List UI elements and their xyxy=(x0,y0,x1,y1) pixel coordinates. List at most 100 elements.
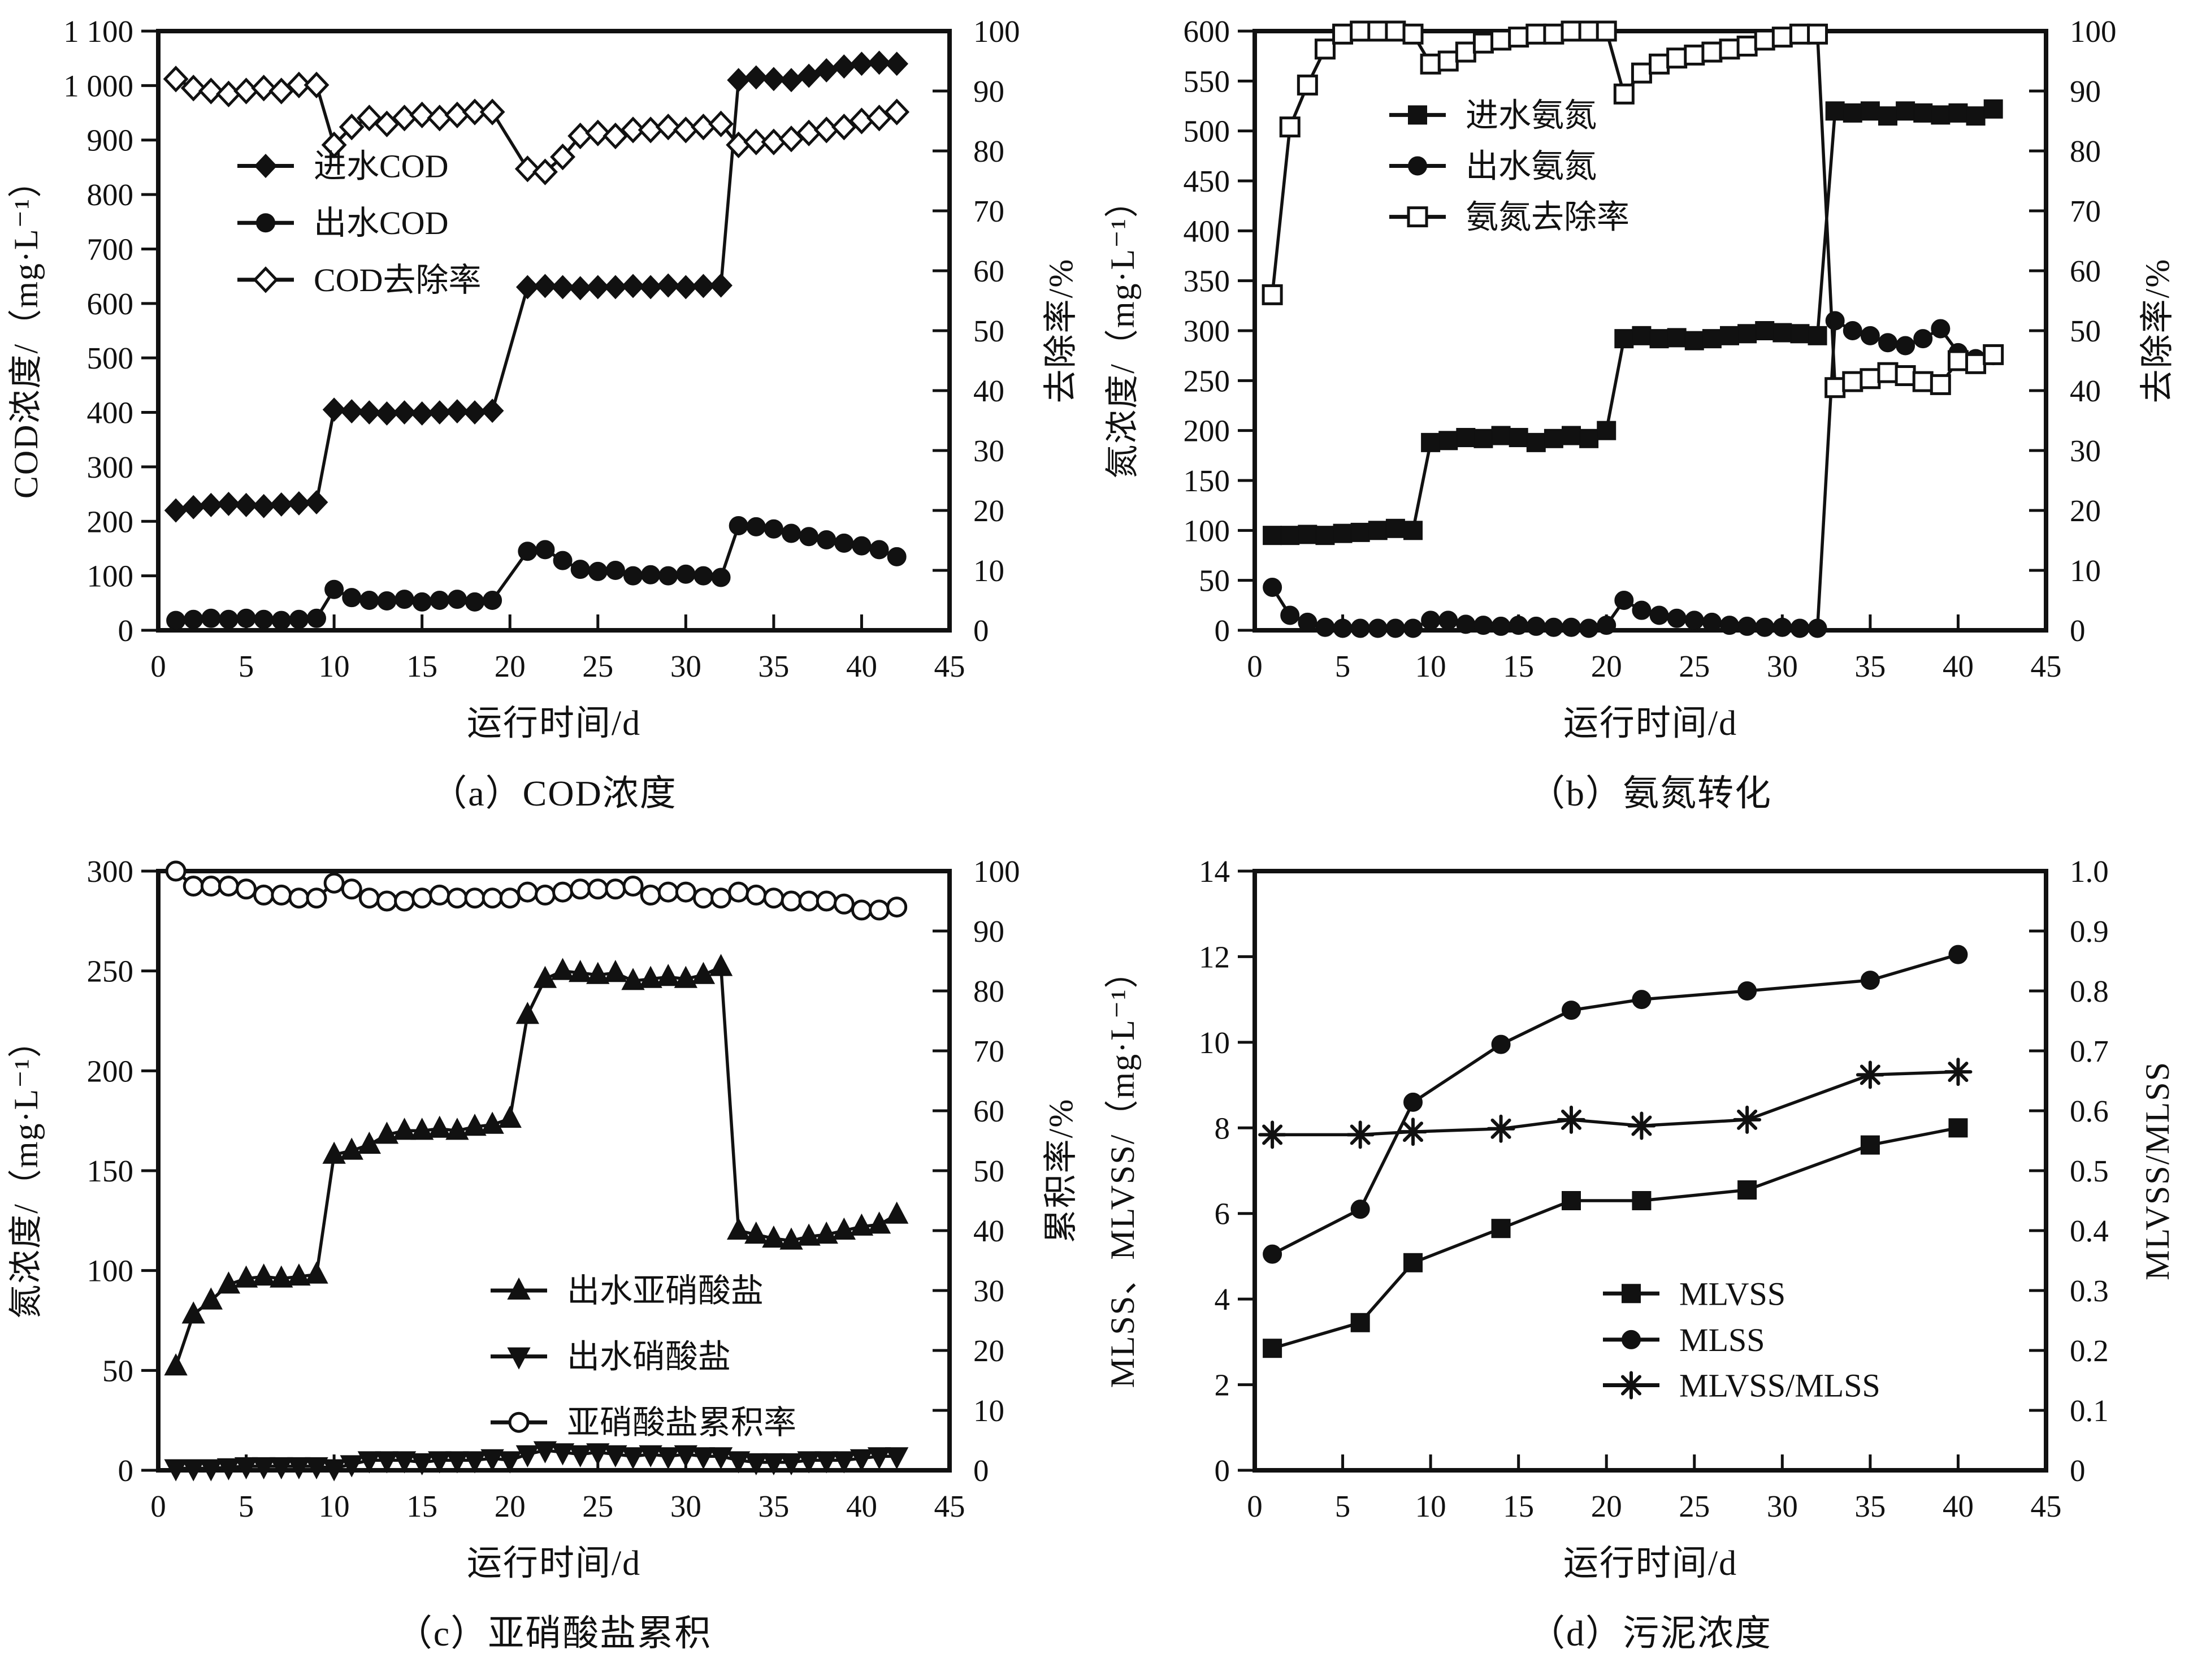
svg-text:100: 100 xyxy=(87,1254,134,1288)
svg-text:900: 900 xyxy=(87,123,134,158)
panel-nitrite: 0 5 10 15 20 25 30 35 40 45 0 50 100 150 200 250 300 0 10 2… xyxy=(0,840,1096,1679)
svg-text:150: 150 xyxy=(87,1154,134,1188)
svg-text:0.7: 0.7 xyxy=(2070,1034,2109,1068)
svg-text:10: 10 xyxy=(319,649,350,683)
svg-text:80: 80 xyxy=(2070,134,2101,168)
svg-text:0.1: 0.1 xyxy=(2070,1393,2109,1428)
svg-text:5: 5 xyxy=(1335,649,1351,683)
svg-text:80: 80 xyxy=(973,134,1004,168)
svg-text:25: 25 xyxy=(582,1489,613,1523)
svg-text:20: 20 xyxy=(973,1333,1004,1368)
panel-sludge: 0 5 10 15 20 25 30 35 40 45 0 2 4 6 8 10 12 14 0 0.1 0.2 0.3 0… xyxy=(1096,840,2193,1679)
svg-text:200: 200 xyxy=(1184,414,1230,448)
svg-text:1.0: 1.0 xyxy=(2070,854,2109,889)
sludge-chart-canvas: 0 5 10 15 20 25 30 35 40 450246810121400.10.20.30… xyxy=(1199,854,2109,1523)
svg-text:50: 50 xyxy=(1199,564,1230,598)
nitrite-left-axis-label: 氮浓度/（mg·L⁻¹） xyxy=(7,1023,45,1319)
nitrite-chart-canvas: 0 5 10 15 20 25 30 35 40 450501001502002503000102… xyxy=(87,854,1020,1523)
svg-text:60: 60 xyxy=(2070,254,2101,288)
svg-text:20: 20 xyxy=(1591,1489,1622,1523)
svg-text:100: 100 xyxy=(1184,513,1230,548)
svg-text:出水COD: 出水COD xyxy=(314,205,448,241)
svg-text:15: 15 xyxy=(406,649,437,683)
nitrite-caption: （c）亚硝酸盐累积 xyxy=(396,1613,712,1653)
svg-text:出水氨氮: 出水氨氮 xyxy=(1466,148,1597,185)
svg-text:MLVSS: MLVSS xyxy=(1679,1275,1785,1312)
nitrite-right-axis-label: 累积率/% xyxy=(1042,1098,1080,1244)
cod-left-axis-label: COD浓度/（mg·L⁻¹） xyxy=(7,162,45,499)
svg-text:500: 500 xyxy=(1184,114,1230,149)
svg-text:300: 300 xyxy=(87,854,134,889)
svg-text:5: 5 xyxy=(239,649,254,683)
svg-text:70: 70 xyxy=(2070,194,2101,228)
svg-text:40: 40 xyxy=(973,374,1004,408)
svg-text:600: 600 xyxy=(1184,14,1230,49)
cod-right-axis-label: 去除率/% xyxy=(1042,258,1080,404)
svg-text:4: 4 xyxy=(1215,1282,1230,1317)
svg-text:50: 50 xyxy=(973,1154,1004,1188)
svg-text:进水氨氮: 进水氨氮 xyxy=(1466,97,1597,133)
svg-text:20: 20 xyxy=(495,649,526,683)
svg-text:0.8: 0.8 xyxy=(2070,974,2109,1008)
svg-text:100: 100 xyxy=(973,14,1020,49)
svg-text:0: 0 xyxy=(150,1489,166,1523)
svg-text:30: 30 xyxy=(2070,434,2101,468)
svg-text:出水硝酸盐: 出水硝酸盐 xyxy=(567,1339,731,1375)
sludge-left-axis-label: MLSS、MLVSS/（mg·L⁻¹） xyxy=(1104,953,1141,1388)
svg-text:300: 300 xyxy=(87,450,134,484)
svg-text:0: 0 xyxy=(1247,1489,1263,1523)
svg-text:30: 30 xyxy=(670,1489,701,1523)
svg-text:0.4: 0.4 xyxy=(2070,1214,2109,1248)
svg-text:0: 0 xyxy=(118,1453,134,1488)
ammonia-left-axis-label: 氮浓度/（mg·L⁻¹） xyxy=(1104,183,1141,479)
svg-text:250: 250 xyxy=(87,954,134,989)
svg-text:45: 45 xyxy=(934,1489,965,1523)
svg-text:20: 20 xyxy=(2070,493,2101,528)
svg-text:100: 100 xyxy=(973,854,1020,889)
svg-text:250: 250 xyxy=(1184,363,1230,398)
svg-text:40: 40 xyxy=(846,649,877,683)
svg-text:50: 50 xyxy=(2070,314,2101,348)
svg-text:0: 0 xyxy=(2070,1453,2086,1488)
svg-text:20: 20 xyxy=(973,493,1004,528)
svg-text:25: 25 xyxy=(582,649,613,683)
svg-text:8: 8 xyxy=(1215,1111,1230,1145)
svg-text:10: 10 xyxy=(973,553,1004,588)
svg-text:20: 20 xyxy=(1591,649,1622,683)
svg-text:0: 0 xyxy=(118,613,134,648)
svg-text:0.3: 0.3 xyxy=(2070,1274,2109,1308)
svg-text:MLSS: MLSS xyxy=(1679,1322,1765,1358)
svg-text:35: 35 xyxy=(1854,1489,1886,1523)
svg-text:35: 35 xyxy=(758,649,789,683)
svg-text:10: 10 xyxy=(1199,1025,1230,1060)
svg-text:40: 40 xyxy=(1943,649,1974,683)
svg-text:80: 80 xyxy=(973,974,1004,1008)
svg-text:10: 10 xyxy=(973,1393,1004,1428)
svg-text:45: 45 xyxy=(2031,649,2062,683)
svg-text:进水COD: 进水COD xyxy=(314,148,448,185)
svg-text:0: 0 xyxy=(973,613,989,648)
sludge-x-axis-label: 运行时间/d xyxy=(1563,1544,1738,1583)
svg-text:0: 0 xyxy=(1247,649,1263,683)
svg-text:30: 30 xyxy=(1767,649,1798,683)
svg-text:800: 800 xyxy=(87,177,134,212)
svg-text:10: 10 xyxy=(2070,553,2101,588)
svg-text:25: 25 xyxy=(1679,1489,1710,1523)
svg-text:40: 40 xyxy=(973,1214,1004,1248)
svg-text:100: 100 xyxy=(2070,14,2117,49)
svg-text:亚硝酸盐累积率: 亚硝酸盐累积率 xyxy=(567,1404,796,1441)
svg-text:COD去除率: COD去除率 xyxy=(314,262,481,298)
cod-caption: （a）COD浓度 xyxy=(431,773,677,813)
svg-text:90: 90 xyxy=(973,74,1004,109)
svg-text:15: 15 xyxy=(1503,649,1534,683)
svg-text:0: 0 xyxy=(150,649,166,683)
svg-text:2: 2 xyxy=(1215,1368,1230,1402)
svg-text:0: 0 xyxy=(1215,1453,1230,1488)
svg-text:100: 100 xyxy=(87,559,134,594)
svg-text:0: 0 xyxy=(2070,613,2086,648)
svg-text:0: 0 xyxy=(1215,613,1230,648)
svg-text:400: 400 xyxy=(87,396,134,430)
svg-text:20: 20 xyxy=(495,1489,526,1523)
svg-text:0.2: 0.2 xyxy=(2070,1333,2109,1368)
